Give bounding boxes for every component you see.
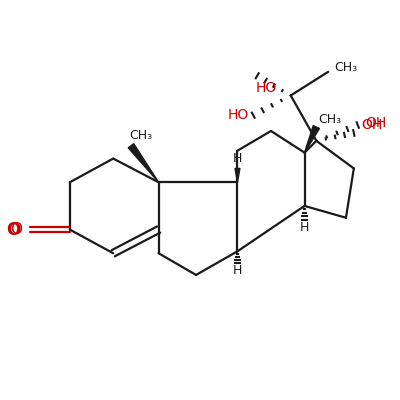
Polygon shape [128,144,158,182]
Text: OH: OH [362,118,383,132]
Text: O: O [6,220,20,238]
Text: HO: HO [256,80,277,94]
Text: CH₃: CH₃ [318,113,342,126]
Text: CH₃: CH₃ [334,61,357,74]
Polygon shape [304,126,320,153]
Text: OH: OH [366,116,387,130]
Text: HO: HO [228,108,249,122]
Text: CH₃: CH₃ [129,130,152,142]
Text: H: H [233,152,242,165]
Text: H: H [300,221,309,234]
Text: H: H [233,264,242,278]
Polygon shape [235,168,240,182]
Text: O: O [10,222,22,237]
